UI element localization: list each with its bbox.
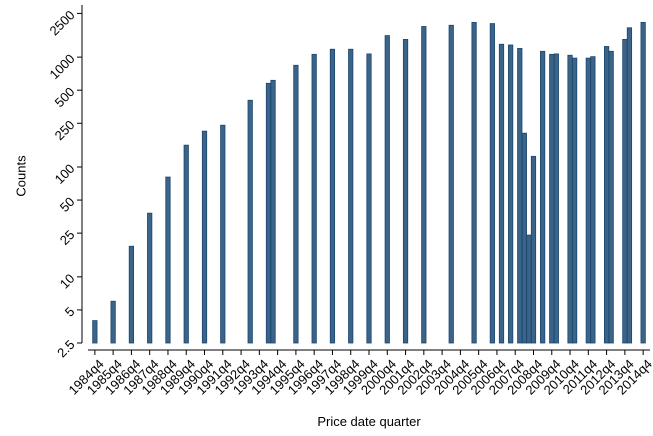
bar: [183, 144, 189, 344]
bar: [293, 64, 299, 344]
bar: [530, 155, 537, 344]
bar: [521, 132, 527, 344]
bar: [603, 46, 610, 344]
y-tick-label: 5: [62, 304, 78, 320]
bar: [498, 43, 505, 344]
bar: [265, 82, 272, 344]
bar: [626, 27, 633, 344]
bar: [165, 176, 171, 344]
bar: [585, 57, 591, 344]
y-tick-label: 2.5: [54, 337, 77, 360]
bar: [549, 53, 555, 344]
bar: [147, 212, 153, 344]
bar: [329, 48, 336, 344]
bar: [421, 26, 427, 344]
bar: [540, 50, 546, 344]
bar: [489, 23, 495, 344]
bar: [471, 22, 477, 344]
bar: [590, 56, 596, 344]
bar: [311, 53, 317, 344]
bar: [608, 50, 614, 344]
bar: [201, 130, 208, 344]
y-tick-label: 10: [57, 271, 78, 292]
bar: [572, 57, 578, 344]
y-tick-label: 25: [57, 227, 78, 248]
y-axis-label: Counts: [13, 155, 28, 197]
bar: [220, 124, 226, 344]
bar: [110, 300, 116, 344]
bar: [553, 53, 559, 344]
bar: [640, 22, 646, 344]
bar: [348, 48, 354, 344]
bar: [526, 234, 532, 344]
y-tick-label: 250: [52, 117, 78, 143]
y-tick-label: 2500: [46, 7, 77, 38]
bar: [508, 44, 514, 344]
y-tick-label: 50: [57, 194, 78, 215]
y-tick-label: 500: [52, 84, 78, 110]
bar: [567, 54, 573, 344]
bar: [366, 53, 372, 344]
bar: [384, 35, 390, 344]
x-axis-label: Price date quarter: [317, 414, 421, 429]
bar: [247, 99, 253, 344]
bar: [402, 38, 409, 344]
bar: [517, 48, 523, 344]
bar: [622, 38, 628, 344]
bar: [128, 245, 135, 344]
y-tick-label: 1000: [46, 51, 77, 82]
y-tick-label: 100: [52, 161, 78, 187]
bar: [92, 320, 98, 344]
bar: [448, 24, 454, 344]
bar: [270, 79, 276, 344]
